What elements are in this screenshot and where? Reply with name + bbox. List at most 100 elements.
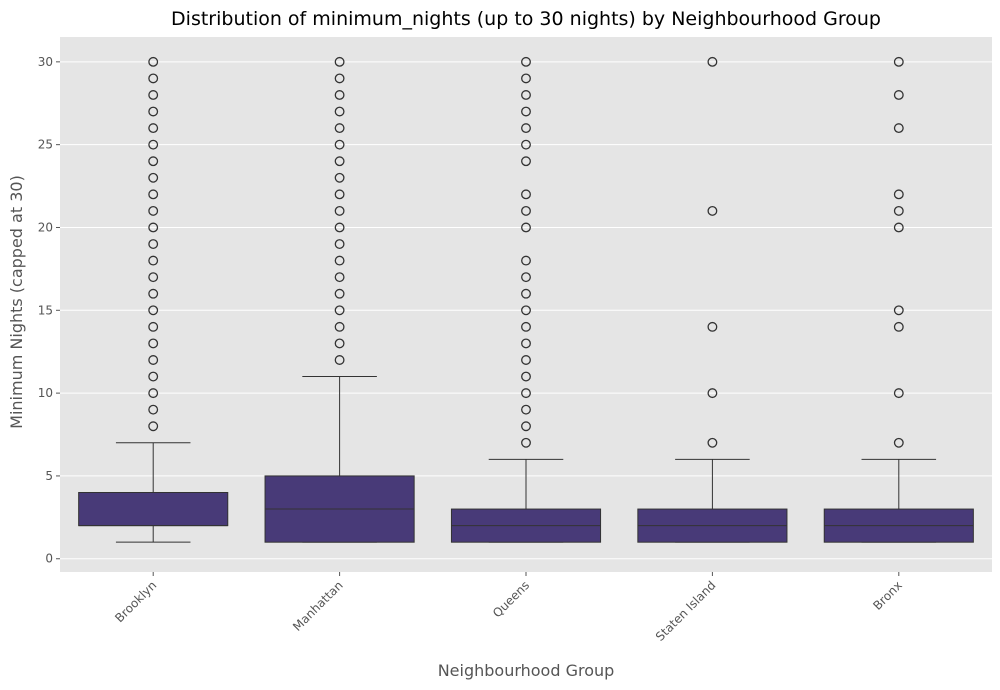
box-manhattan [264, 56, 415, 543]
x-tick-label: Bronx [870, 578, 905, 613]
outlier-point [521, 272, 531, 283]
outlier-point [893, 56, 904, 67]
x-tick-label: Brooklyn [112, 578, 159, 625]
outlier-point [334, 338, 345, 349]
outlier-point [707, 388, 718, 399]
outlier-point [521, 404, 531, 415]
outlier-point [148, 139, 159, 150]
outlier-point [334, 305, 345, 316]
outlier-point [334, 189, 345, 200]
y-tick-label: 25 [38, 138, 53, 152]
outlier-point [148, 73, 159, 84]
outlier-point [521, 355, 531, 365]
outlier-point [148, 421, 159, 432]
outlier-point [521, 321, 531, 332]
outlier-point [707, 205, 718, 216]
outlier-point [521, 56, 531, 67]
outlier-point [148, 56, 159, 67]
outlier-point [148, 172, 159, 183]
outlier-point [521, 205, 531, 216]
outlier-point [148, 189, 159, 200]
x-tick-label: Queens [490, 578, 532, 620]
outlier-point [148, 388, 159, 399]
x-tick-label: Manhattan [290, 578, 346, 634]
box-queens [450, 56, 602, 543]
outlier-point [893, 437, 904, 448]
outlier-point [521, 288, 531, 299]
outlier-point [148, 321, 159, 332]
outlier-point [521, 437, 531, 448]
outlier-point [334, 288, 345, 299]
x-tick-label: Staten Island [653, 578, 719, 644]
outlier-point [334, 355, 345, 365]
outlier-point [148, 305, 159, 316]
outlier-point [893, 305, 904, 316]
y-tick-label: 5 [45, 469, 53, 483]
outlier-point [521, 139, 531, 150]
outlier-point [893, 90, 904, 100]
outlier-point [893, 189, 904, 200]
outlier-point [334, 222, 345, 233]
outlier-point [148, 222, 159, 233]
outlier-point [334, 106, 345, 117]
outlier-point [148, 355, 159, 365]
outlier-point [521, 421, 531, 432]
y-tick-label: 30 [38, 55, 53, 69]
outlier-point [148, 371, 159, 382]
y-tick-label: 0 [45, 552, 53, 566]
outlier-point [148, 239, 159, 249]
outlier-point [148, 205, 159, 216]
box-staten-island [637, 56, 788, 543]
x-axis-title: Neighbourhood Group [438, 661, 615, 680]
y-tick-label: 15 [38, 303, 53, 317]
boxes [78, 56, 974, 543]
outlier-point [521, 371, 531, 382]
outlier-point [893, 222, 904, 233]
box-bronx [823, 56, 974, 543]
outlier-point [334, 272, 345, 283]
outlier-point [334, 139, 345, 150]
chart-title: Distribution of minimum_nights (up to 30… [171, 8, 881, 30]
outlier-point [334, 90, 345, 100]
outlier-point [521, 338, 531, 349]
outlier-point [893, 205, 904, 216]
outlier-point [334, 239, 345, 249]
outlier-point [707, 437, 718, 448]
outlier-point [148, 156, 159, 167]
outlier-point [148, 272, 159, 283]
outlier-point [707, 56, 718, 67]
outlier-point [707, 321, 718, 332]
box-brooklyn [78, 56, 229, 543]
outlier-point [521, 156, 531, 167]
outlier-point [521, 388, 531, 399]
outlier-point [148, 106, 159, 117]
outlier-point [893, 388, 904, 399]
y-axis-ticks: 0 5 10 15 20 25 30 [38, 55, 60, 566]
outlier-point [893, 321, 904, 332]
y-tick-label: 10 [38, 386, 53, 400]
outlier-point [334, 156, 345, 167]
outlier-point [334, 73, 345, 84]
outlier-point [148, 123, 159, 134]
outlier-point [521, 189, 531, 200]
outlier-point [334, 255, 345, 266]
iqr-box [78, 491, 229, 527]
outlier-point [148, 338, 159, 349]
outlier-point [521, 90, 531, 100]
y-axis-title: Minimum Nights (capped at 30) [7, 175, 26, 429]
outlier-point [334, 172, 345, 183]
outlier-point [521, 305, 531, 316]
outlier-point [148, 288, 159, 299]
outlier-point [148, 404, 159, 415]
outlier-point [148, 90, 159, 100]
outlier-point [521, 106, 531, 117]
outlier-point [521, 255, 531, 266]
y-tick-label: 20 [38, 220, 53, 234]
outlier-point [521, 73, 531, 84]
outlier-point [334, 205, 345, 216]
x-axis-ticks: Brooklyn Manhattan Queens Staten Island Bron… [112, 572, 905, 644]
outlier-point [893, 123, 904, 134]
outlier-point [334, 123, 345, 134]
outlier-point [334, 321, 345, 332]
